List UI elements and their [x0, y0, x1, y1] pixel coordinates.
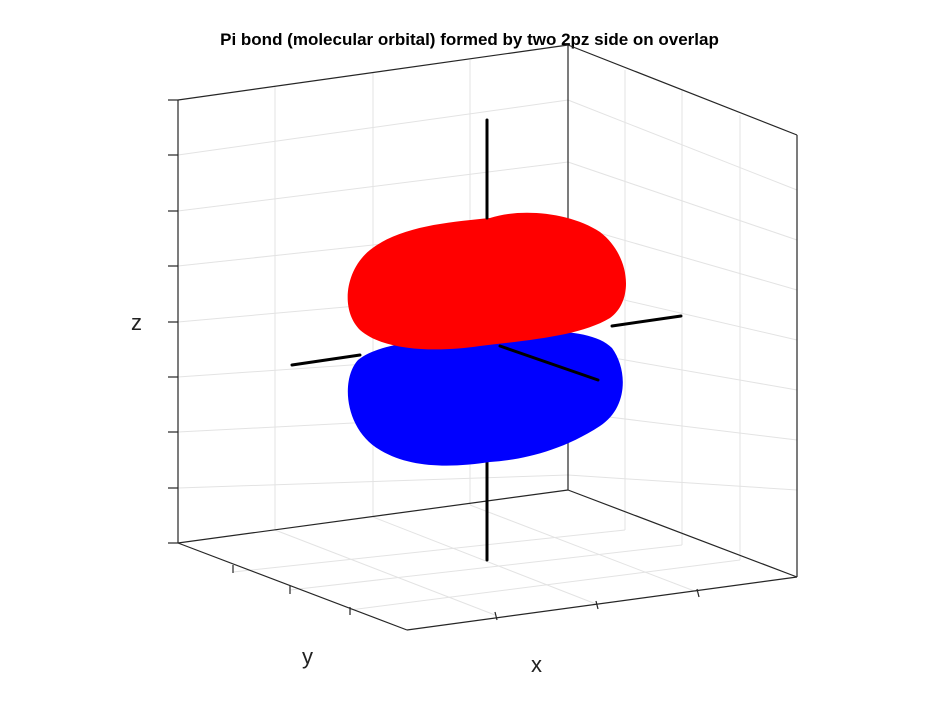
coordinate-axis-lines-front [485, 118, 683, 382]
x-axis-label: x [531, 652, 542, 677]
lower-lobe [347, 330, 623, 466]
plot-title: Pi bond (molecular orbital) formed by tw… [220, 30, 719, 49]
z-axis-label: z [131, 310, 142, 335]
coordinate-axis-lines-back [290, 353, 489, 562]
upper-lobe [347, 212, 627, 350]
y-axis-label: y [302, 644, 313, 669]
tick-marks [168, 99, 700, 621]
